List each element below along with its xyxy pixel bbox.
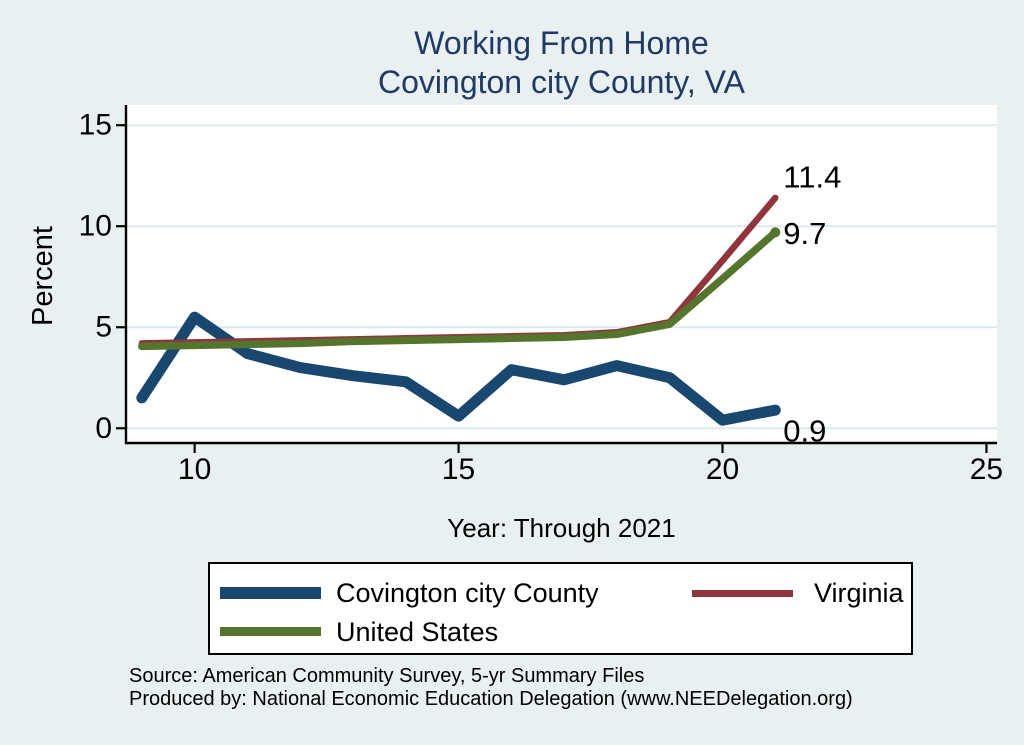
ytick-label-5: 5: [95, 311, 112, 344]
chart-title-line1: Working From Home: [414, 25, 709, 61]
plot-area: 0 5 10 15 10 15 20 25 0.9 11.4 9.7 Percent Year: Thr…: [27, 105, 1003, 543]
footer: Source: American Community Survey, 5-yr …: [129, 665, 1009, 711]
xtick-label-10: 10: [178, 453, 211, 486]
xtick-label-25: 25: [970, 453, 1003, 486]
series-end-dot: [770, 227, 781, 238]
chart-title: Working From Home Covington city County,…: [126, 24, 997, 102]
ytick-label-15: 15: [79, 109, 112, 142]
legend-label-covington: Covington city County: [336, 578, 599, 608]
end-value-label: 0.9: [783, 414, 826, 449]
ytick-label-0: 0: [95, 412, 112, 445]
ytick-label-10: 10: [79, 210, 112, 243]
x-axis-title: Year: Through 2021: [447, 513, 675, 543]
source-line: Source: American Community Survey, 5-yr …: [129, 665, 645, 687]
y-axis-title: Percent: [27, 226, 59, 326]
legend-label-united-states: United States: [336, 617, 499, 647]
xtick-label-20: 20: [706, 453, 739, 486]
xtick-label-15: 15: [442, 453, 475, 486]
end-value-label: 9.7: [783, 216, 826, 251]
plot-background: [126, 105, 997, 443]
chart-title-line2: Covington city County, VA: [378, 64, 745, 100]
legend-swatch-virginia: [692, 590, 793, 597]
legend-label-virginia: Virginia: [814, 578, 904, 608]
series-line-covington-city-county: [136, 311, 781, 426]
series-line-united-states: [138, 228, 780, 351]
end-value-label: 11.4: [783, 159, 841, 194]
legend-swatch-united-states: [220, 627, 321, 636]
legend-swatch-covington: [220, 587, 321, 599]
legend: Covington city County Virginia United St…: [208, 562, 913, 655]
produced-by-line: Produced by: National Economic Education…: [129, 688, 853, 710]
axis-lines: [124, 105, 997, 445]
